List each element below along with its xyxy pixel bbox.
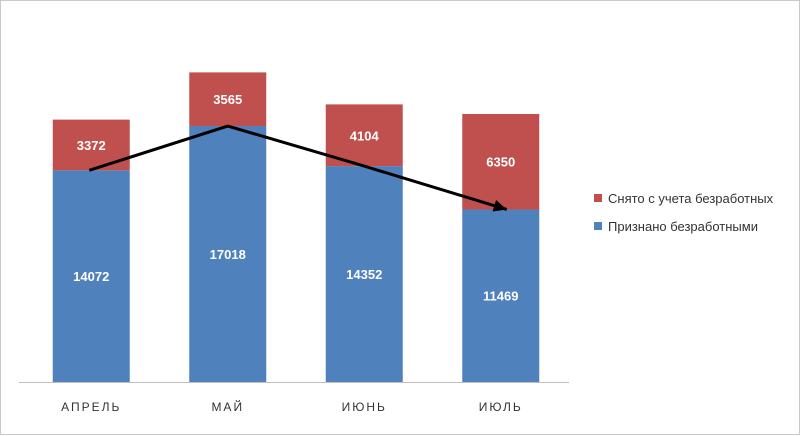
data-label: 14072 — [73, 269, 109, 284]
category-label: МАЙ — [211, 399, 244, 414]
value-labels-layer: 14072 3372 17018 3565 14352 4104 11469 6350 — [73, 92, 518, 304]
category-label: ИЮНЬ — [342, 400, 387, 414]
data-label: 11469 — [483, 289, 518, 304]
data-label: 3565 — [213, 92, 242, 107]
bar-segment — [325, 166, 403, 382]
bar-segment — [52, 170, 130, 382]
legend-swatch — [594, 222, 602, 230]
legend-label: Признано безработными — [608, 219, 758, 234]
data-label: 4104 — [350, 128, 380, 143]
category-label: ИЮЛЬ — [479, 400, 523, 414]
trend-line — [88, 124, 508, 211]
bar-segment — [462, 113, 540, 210]
bar-segment — [325, 104, 403, 167]
trend-arrowhead-icon — [492, 199, 507, 212]
bar-segment — [189, 126, 267, 382]
legend-label: Снято с учета безработных — [608, 191, 774, 206]
data-label: 3372 — [77, 138, 106, 153]
bars-layer — [52, 72, 540, 382]
data-label: 17018 — [210, 247, 246, 262]
category-labels-layer: АПРЕЛЬ МАЙ ИЮНЬ ИЮЛЬ — [61, 399, 523, 414]
legend-swatch — [594, 194, 602, 202]
legend: Снято с учета безработных Признано безраб… — [594, 191, 774, 234]
category-label: АПРЕЛЬ — [61, 400, 121, 414]
data-label: 14352 — [346, 267, 382, 282]
trend-line-layer — [88, 124, 508, 212]
data-label: 6350 — [486, 155, 515, 170]
bar-segment — [462, 209, 540, 382]
bar-segment — [189, 72, 267, 127]
